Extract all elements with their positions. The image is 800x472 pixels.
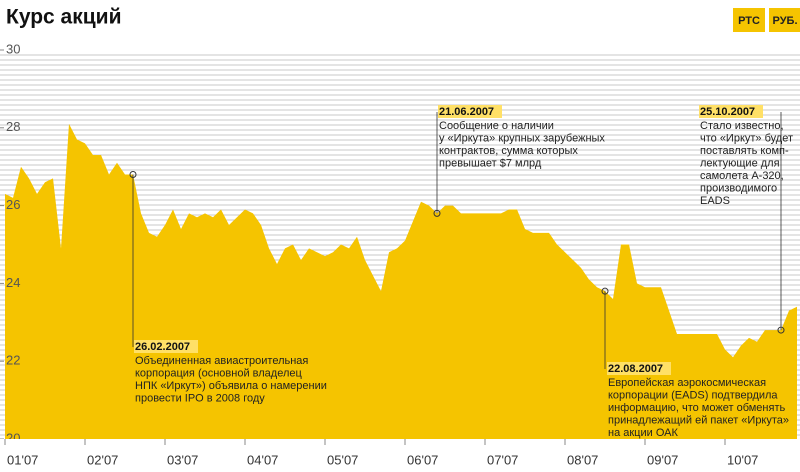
annotation-date: 25.10.2007 (700, 106, 755, 118)
annotation-point (129, 170, 137, 178)
annotation-text: лектующие для (700, 157, 780, 169)
x-tick-label: 08'07 (567, 452, 598, 467)
annotation-text: превышает $7 млрд (439, 157, 542, 169)
y-tick-label: 22 (6, 353, 20, 368)
chart-title: Курс акций (6, 6, 121, 29)
button-bg[interactable] (769, 8, 800, 32)
button-bg[interactable] (733, 8, 765, 32)
annotation-text: производимого (700, 182, 777, 194)
y-tick-label: 26 (6, 197, 20, 212)
annotation-text: Объединенная авиастроительная (135, 355, 308, 367)
annotation-date: 21.06.2007 (439, 106, 494, 118)
x-tick-label: 01'07 (7, 452, 38, 467)
y-tick-label: 24 (6, 275, 20, 290)
area (5, 123, 797, 439)
annotation-date: 26.02.2007 (135, 341, 190, 353)
x-tick-label: 10'07 (727, 452, 758, 467)
annotation-point (601, 287, 609, 295)
x-tick-label: 09'07 (647, 452, 678, 467)
annotation-date: 22.08.2007 (608, 363, 663, 375)
annotation-point (433, 209, 441, 217)
toggle-button[interactable]: РТС (733, 8, 765, 32)
annotation-text: что «Иркут» будет (700, 132, 793, 144)
date-highlight (607, 362, 671, 375)
annotation-text: принадлежащий ей пакет «Иркута» (608, 414, 789, 426)
y-tick-label: 28 (6, 119, 20, 134)
annotation-text: Стало известно, (700, 120, 784, 132)
x-tick-label: 06'07 (407, 452, 438, 467)
annotation-text: на акции ОАК (608, 427, 678, 439)
annotation-text: НПК «Иркут») объявила о намерении (135, 380, 327, 392)
x-axis-band (0, 439, 800, 472)
annotation-text: поставлять комп- (700, 145, 789, 157)
date-highlight (134, 340, 198, 353)
x-tick-label: 07'07 (487, 452, 518, 467)
annotation-text: провести IPO в 2008 году (135, 392, 265, 404)
annotation-text: контрактов, сумма которых (439, 145, 578, 157)
x-tick-label: 05'07 (327, 452, 358, 467)
annotation-text: EADS (700, 195, 730, 207)
toggle-button[interactable]: РУБ. (769, 8, 800, 32)
annotation-text: Сообщение о наличии (439, 120, 554, 132)
date-highlight (699, 105, 763, 118)
annotation-text: информацию, что может обменять (608, 402, 785, 414)
x-tick-label: 03'07 (167, 452, 198, 467)
annotation-text: корпорации (EADS) подтвердила (608, 389, 778, 401)
x-tick-label: 02'07 (87, 452, 118, 467)
annotation-text: у «Иркута» крупных зарубежных (439, 132, 605, 144)
annotation-text: самолета А-320, (700, 170, 784, 182)
button-label[interactable]: РУБ. (773, 15, 798, 27)
y-tick-label: 30 (6, 41, 20, 56)
button-label[interactable]: РТС (738, 15, 760, 27)
date-highlight (438, 105, 502, 118)
annotation-point (777, 326, 785, 334)
annotation-text: корпорация (основной владелец (135, 367, 302, 379)
x-tick-label: 04'07 (247, 452, 278, 467)
annotation-text: Европейская аэрокосмическая (608, 377, 766, 389)
